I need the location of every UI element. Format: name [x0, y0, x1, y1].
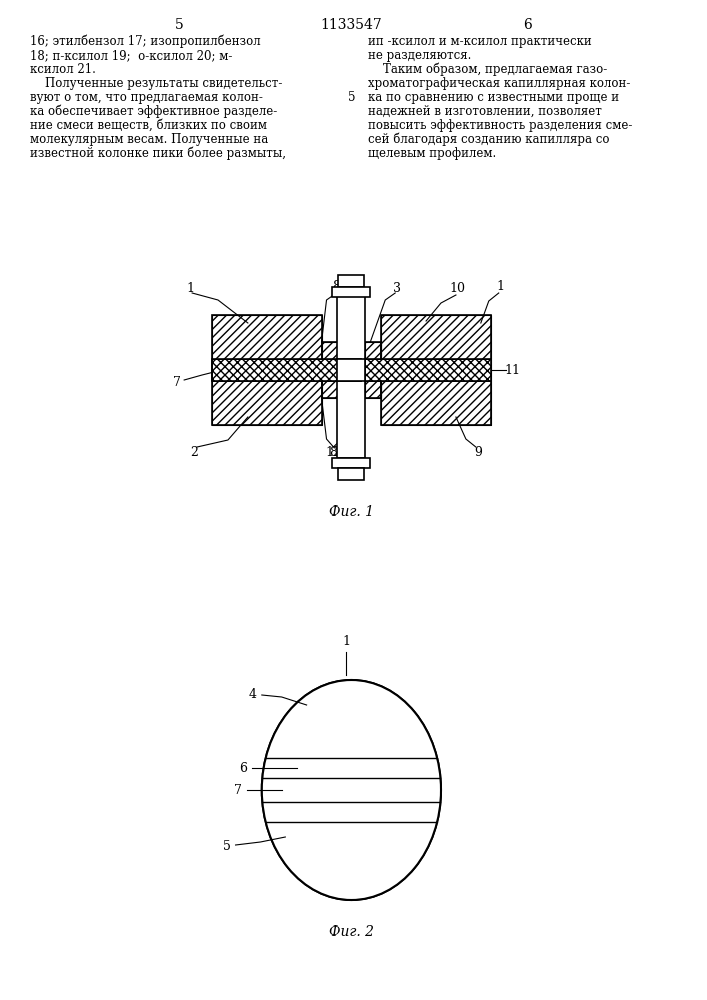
Bar — [366, 342, 381, 398]
Text: 1: 1 — [497, 280, 505, 294]
Bar — [381, 315, 491, 425]
Bar — [381, 315, 491, 425]
Text: щелевым профилем.: щелевым профилем. — [368, 147, 496, 160]
Bar — [366, 359, 491, 381]
Text: надежней в изготовлении, позволяет: надежней в изготовлении, позволяет — [368, 105, 602, 118]
Text: ип -ксилол и м-ксилол практически: ип -ксилол и м-ксилол практически — [368, 35, 592, 48]
Text: Таким образом, предлагаемая газо-: Таким образом, предлагаемая газо- — [368, 63, 607, 77]
Bar — [339, 275, 364, 287]
Text: 10: 10 — [450, 282, 466, 296]
Text: 6: 6 — [523, 18, 532, 32]
Text: 1: 1 — [342, 635, 351, 648]
Text: 6: 6 — [239, 762, 247, 774]
Text: 1: 1 — [186, 282, 194, 296]
Text: сей благодаря созданию капилляра со: сей благодаря созданию капилляра со — [368, 133, 610, 146]
Ellipse shape — [262, 680, 441, 900]
Text: 7: 7 — [234, 784, 242, 796]
Bar — [366, 359, 491, 381]
Bar — [366, 342, 381, 398]
Text: 12: 12 — [325, 446, 341, 460]
Text: ка обеспечивает эффективное разделе-: ка обеспечивает эффективное разделе- — [30, 105, 277, 118]
Text: 9: 9 — [474, 446, 481, 460]
Text: 11: 11 — [505, 363, 520, 376]
Bar — [212, 315, 322, 425]
Bar — [212, 359, 361, 381]
Ellipse shape — [262, 680, 441, 900]
Bar — [212, 315, 322, 425]
Bar — [339, 468, 364, 480]
Text: молекулярным весам. Полученные на: молекулярным весам. Полученные на — [30, 133, 268, 146]
Text: Полученные результаты свидетельст-: Полученные результаты свидетельст- — [30, 77, 282, 90]
Text: 2: 2 — [190, 446, 198, 460]
Text: 5: 5 — [348, 91, 355, 104]
Text: вуют о том, что предлагаемая колон-: вуют о том, что предлагаемая колон- — [30, 91, 263, 104]
Text: 1133547: 1133547 — [320, 18, 382, 32]
Text: известной колонке пики более размыты,: известной колонке пики более размыты, — [30, 147, 286, 160]
Bar — [212, 359, 361, 381]
Bar — [332, 458, 370, 468]
Text: Фиг. 2: Фиг. 2 — [329, 925, 374, 939]
Text: хроматографическая капиллярная колон-: хроматографическая капиллярная колон- — [368, 77, 631, 90]
Bar — [262, 802, 441, 822]
Text: ксилол 21.: ксилол 21. — [30, 63, 95, 76]
Text: ка по сравнению с известными проще и: ка по сравнению с известными проще и — [368, 91, 619, 104]
Text: 16; этилбензол 17; изопропилбензол: 16; этилбензол 17; изопропилбензол — [30, 35, 260, 48]
Text: 8: 8 — [329, 446, 337, 460]
Bar — [262, 758, 441, 778]
Text: ние смеси веществ, близких по своим: ние смеси веществ, близких по своим — [30, 119, 267, 132]
Bar — [337, 359, 366, 381]
Bar — [337, 293, 366, 458]
Text: 4: 4 — [249, 688, 257, 702]
Text: повысить эффективность разделения сме-: повысить эффективность разделения сме- — [368, 119, 633, 132]
Bar — [322, 342, 361, 398]
Bar — [322, 342, 361, 398]
Text: 5: 5 — [175, 18, 184, 32]
Text: 7: 7 — [173, 375, 181, 388]
Text: 8: 8 — [332, 280, 341, 294]
Text: 5: 5 — [223, 840, 230, 854]
Bar — [332, 287, 370, 297]
Text: не разделяются.: не разделяются. — [368, 49, 472, 62]
Bar — [262, 778, 441, 802]
Text: 18; п-ксилол 19;  о-ксилол 20; м-: 18; п-ксилол 19; о-ксилол 20; м- — [30, 49, 232, 62]
Text: Фиг. 1: Фиг. 1 — [329, 505, 374, 519]
Text: 3: 3 — [393, 282, 401, 296]
